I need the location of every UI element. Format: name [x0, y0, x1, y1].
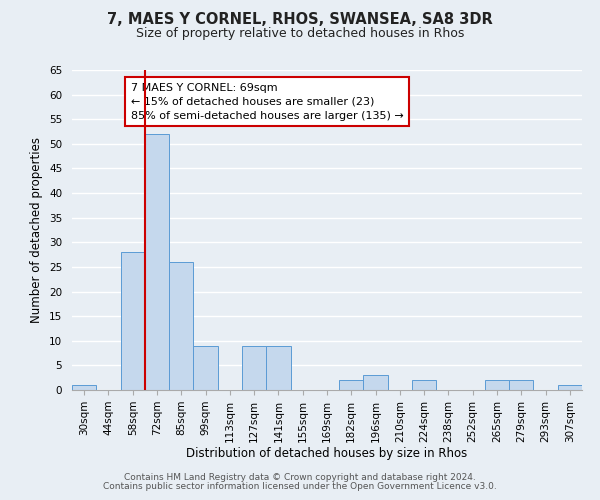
Bar	[121, 252, 145, 390]
X-axis label: Distribution of detached houses by size in Rhos: Distribution of detached houses by size …	[187, 448, 467, 460]
Bar	[364, 375, 388, 390]
Bar	[266, 346, 290, 390]
Bar	[242, 346, 266, 390]
Bar	[339, 380, 364, 390]
Text: Contains public sector information licensed under the Open Government Licence v3: Contains public sector information licen…	[103, 482, 497, 491]
Bar	[72, 385, 96, 390]
Bar	[509, 380, 533, 390]
Text: Size of property relative to detached houses in Rhos: Size of property relative to detached ho…	[136, 28, 464, 40]
Bar	[169, 262, 193, 390]
Text: 7 MAES Y CORNEL: 69sqm
← 15% of detached houses are smaller (23)
85% of semi-det: 7 MAES Y CORNEL: 69sqm ← 15% of detached…	[131, 83, 403, 121]
Bar	[558, 385, 582, 390]
Bar	[193, 346, 218, 390]
Bar	[485, 380, 509, 390]
Bar	[145, 134, 169, 390]
Bar	[412, 380, 436, 390]
Y-axis label: Number of detached properties: Number of detached properties	[31, 137, 43, 323]
Text: Contains HM Land Registry data © Crown copyright and database right 2024.: Contains HM Land Registry data © Crown c…	[124, 474, 476, 482]
Text: 7, MAES Y CORNEL, RHOS, SWANSEA, SA8 3DR: 7, MAES Y CORNEL, RHOS, SWANSEA, SA8 3DR	[107, 12, 493, 28]
